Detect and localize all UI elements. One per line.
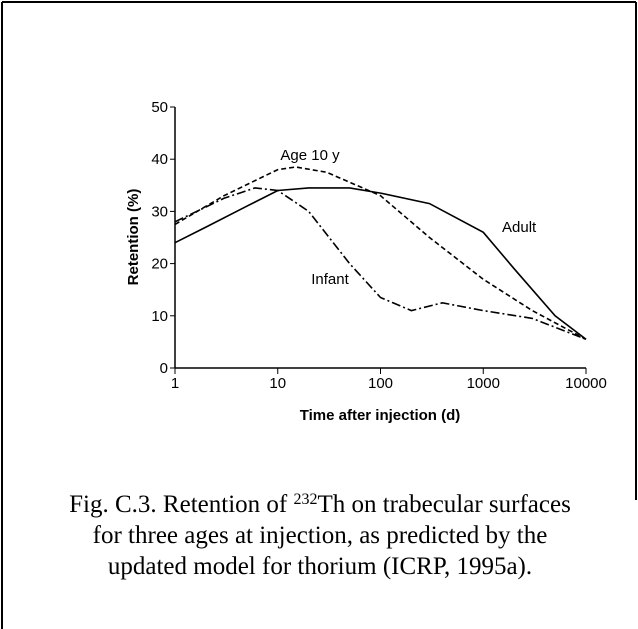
caption-line: for three ages at injection, as predicte… — [93, 522, 548, 549]
y-tick-label: 0 — [160, 360, 168, 377]
x-tick-label: 10000 — [565, 375, 607, 392]
caption-text: for three ages at injection, as predicte… — [93, 522, 548, 549]
y-tick-label: 20 — [151, 256, 168, 273]
caption-text: Fig. C.3. Retention of — [69, 491, 293, 518]
series-label: Infant — [311, 271, 349, 288]
series-label: Age 10 y — [280, 147, 340, 164]
series-line — [174, 187, 587, 341]
x-tick-label: 10 — [269, 375, 286, 392]
caption-line: updated model for thorium (ICRP, 1995a). — [108, 553, 532, 580]
y-tick-label: 30 — [151, 203, 168, 220]
x-tick-label: 1000 — [467, 375, 500, 392]
series-label: Adult — [502, 219, 537, 236]
caption-text: updated model for thorium (ICRP, 1995a). — [108, 553, 532, 580]
series-line — [174, 166, 587, 341]
x-tick-label: 1 — [171, 375, 179, 392]
caption-line: Fig. C.3. Retention of 232Th on trabecul… — [69, 491, 571, 519]
caption-text: Th on trabecular surfaces — [317, 491, 570, 518]
y-tick-label: 50 — [151, 99, 168, 116]
y-tick-label: 40 — [151, 151, 168, 168]
y-tick-label: 10 — [151, 308, 168, 325]
x-tick-label: 100 — [368, 375, 393, 392]
caption-text: 232 — [293, 491, 317, 508]
x-axis-label: Time after injection (d) — [300, 407, 461, 424]
series-line — [174, 187, 587, 340]
y-axis-label: Retention (%) — [125, 189, 142, 286]
